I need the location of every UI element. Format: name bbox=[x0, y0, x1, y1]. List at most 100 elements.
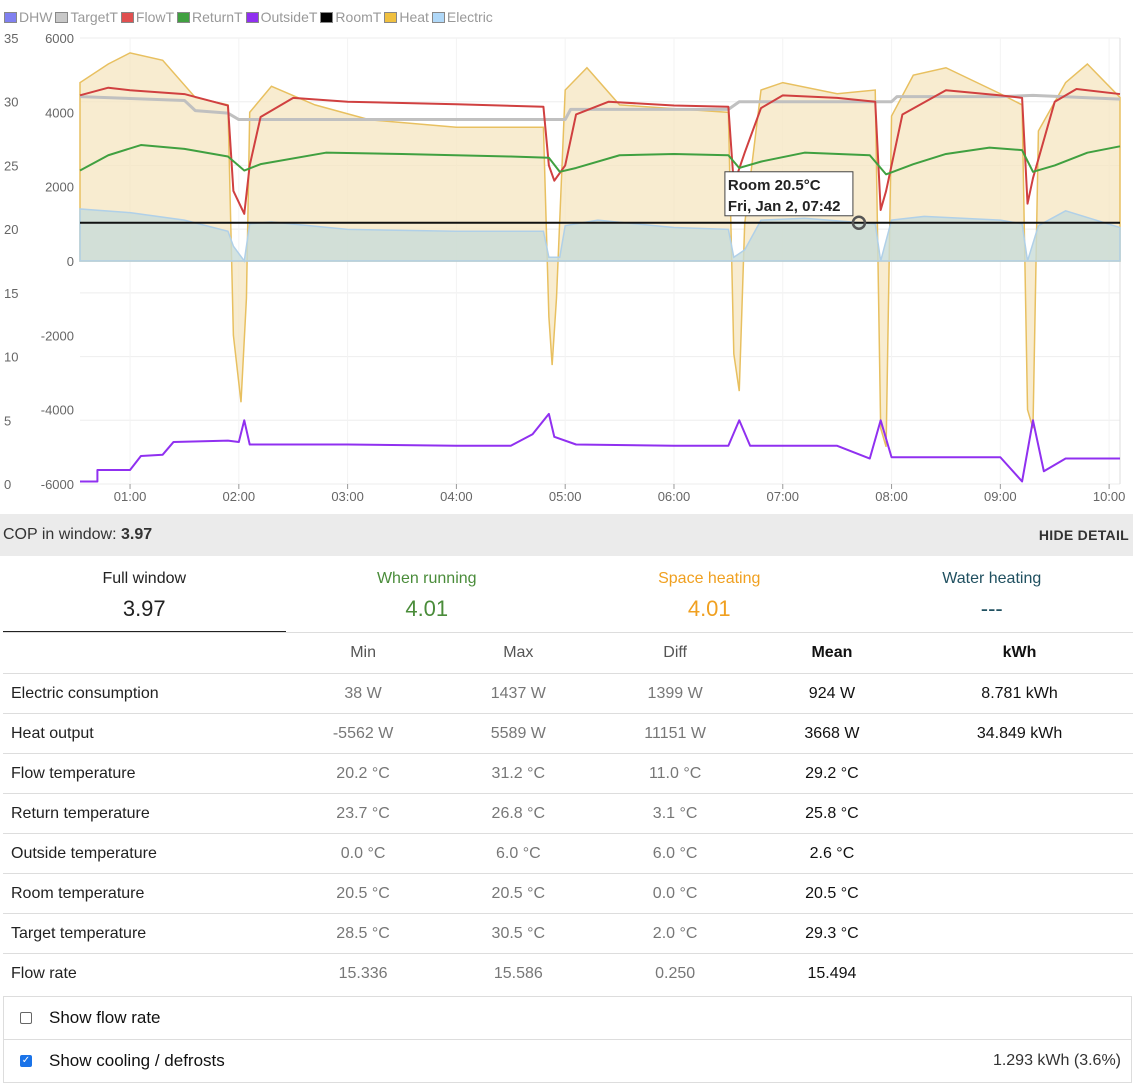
cell-name: Target temperature bbox=[3, 914, 282, 954]
cell-max: 5589 W bbox=[444, 714, 592, 754]
x-tick-label: 08:00 bbox=[875, 489, 908, 504]
hide-detail-button[interactable]: HIDE DETAIL bbox=[1035, 527, 1133, 543]
right-tick-label: -6000 bbox=[41, 477, 74, 492]
cop-summary-bar: COP in window: 3.97 HIDE DETAIL bbox=[0, 514, 1133, 556]
legend-item-outsidet[interactable]: OutsideT bbox=[246, 9, 318, 25]
heatpump-chart[interactable]: 353025201510506000400020000-2000-4000-60… bbox=[0, 0, 1133, 512]
cell-mean: 20.5 °C bbox=[758, 874, 906, 914]
cell-max: 20.5 °C bbox=[444, 874, 592, 914]
cell-name: Heat output bbox=[3, 714, 282, 754]
cell-diff: 11151 W bbox=[592, 714, 757, 754]
cell-mean: 2.6 °C bbox=[758, 834, 906, 874]
legend-label: Heat bbox=[399, 9, 429, 25]
stats-header-mean: Mean bbox=[758, 633, 906, 674]
legend-item-flowt[interactable]: FlowT bbox=[121, 9, 174, 25]
left-tick-label: 20 bbox=[4, 222, 18, 237]
show-flow-rate-label: Show flow rate bbox=[49, 1008, 161, 1028]
legend-item-roomt[interactable]: RoomT bbox=[320, 9, 381, 25]
left-tick-label: 15 bbox=[4, 286, 18, 301]
legend-label: RoomT bbox=[335, 9, 381, 25]
cell-mean: 29.3 °C bbox=[758, 914, 906, 954]
cell-name: Outside temperature bbox=[3, 834, 282, 874]
cell-min: 28.5 °C bbox=[282, 914, 444, 954]
legend-item-dhw[interactable]: DHW bbox=[4, 9, 52, 25]
cell-kwh bbox=[906, 954, 1133, 994]
cooling-energy-value: 1.293 kWh (3.6%) bbox=[993, 1052, 1121, 1070]
cop-label: COP in window: 3.97 bbox=[0, 526, 152, 544]
right-tick-label: 2000 bbox=[45, 180, 74, 195]
legend-item-electric[interactable]: Electric bbox=[432, 9, 493, 25]
x-tick-label: 01:00 bbox=[114, 489, 147, 504]
cop-tab-value: --- bbox=[851, 596, 1133, 622]
show-flow-rate-option[interactable]: Show flow rate bbox=[4, 997, 1131, 1039]
show-cooling-checkbox[interactable]: ✓ bbox=[20, 1055, 32, 1067]
x-tick-label: 10:00 bbox=[1093, 489, 1126, 504]
cell-name: Electric consumption bbox=[3, 674, 282, 714]
x-tick-label: 02:00 bbox=[223, 489, 256, 504]
cop-tab-value: 3.97 bbox=[3, 596, 286, 622]
cell-max: 26.8 °C bbox=[444, 794, 592, 834]
cell-max: 30.5 °C bbox=[444, 914, 592, 954]
cop-label-text: COP in window: bbox=[3, 526, 117, 543]
legend-swatch bbox=[384, 12, 397, 23]
legend-swatch bbox=[4, 12, 17, 23]
x-tick-label: 09:00 bbox=[984, 489, 1017, 504]
cell-min: -5562 W bbox=[282, 714, 444, 754]
cell-kwh: 8.781 kWh bbox=[906, 674, 1133, 714]
right-tick-label: -2000 bbox=[41, 328, 74, 343]
series-line-outsidet bbox=[80, 414, 1120, 482]
cell-kwh bbox=[906, 914, 1133, 954]
cell-mean: 924 W bbox=[758, 674, 906, 714]
legend-item-heat[interactable]: Heat bbox=[384, 9, 429, 25]
x-tick-label: 03:00 bbox=[331, 489, 364, 504]
cell-min: 38 W bbox=[282, 674, 444, 714]
cop-value: 3.97 bbox=[121, 526, 152, 543]
legend-label: DHW bbox=[19, 9, 52, 25]
cell-max: 31.2 °C bbox=[444, 754, 592, 794]
x-tick-label: 04:00 bbox=[440, 489, 473, 504]
x-tick-label: 05:00 bbox=[549, 489, 582, 504]
cell-max: 6.0 °C bbox=[444, 834, 592, 874]
cell-diff: 0.0 °C bbox=[592, 874, 757, 914]
right-tick-label: 0 bbox=[67, 254, 74, 269]
cell-mean: 29.2 °C bbox=[758, 754, 906, 794]
stats-header-max: Max bbox=[444, 633, 592, 674]
cell-mean: 25.8 °C bbox=[758, 794, 906, 834]
stats-header-min: Min bbox=[282, 633, 444, 674]
stats-header-kwh: kWh bbox=[906, 633, 1133, 674]
cell-mean: 3668 W bbox=[758, 714, 906, 754]
stats-header-name bbox=[3, 633, 282, 674]
show-cooling-option[interactable]: ✓ Show cooling / defrosts 1.293 kWh (3.6… bbox=[4, 1039, 1131, 1082]
cell-kwh bbox=[906, 794, 1133, 834]
cell-max: 1437 W bbox=[444, 674, 592, 714]
cell-diff: 6.0 °C bbox=[592, 834, 757, 874]
legend-item-targett[interactable]: TargetT bbox=[55, 9, 117, 25]
show-flow-rate-checkbox[interactable] bbox=[20, 1012, 32, 1024]
cell-name: Flow rate bbox=[3, 954, 282, 994]
cell-name: Flow temperature bbox=[3, 754, 282, 794]
left-tick-label: 0 bbox=[4, 477, 11, 492]
legend-swatch bbox=[121, 12, 134, 23]
legend-item-returnt[interactable]: ReturnT bbox=[177, 9, 243, 25]
legend-swatch bbox=[320, 12, 333, 23]
cell-kwh bbox=[906, 754, 1133, 794]
legend-label: ReturnT bbox=[192, 9, 243, 25]
stats-header-diff: Diff bbox=[592, 633, 757, 674]
legend-swatch bbox=[177, 12, 190, 23]
cop-tab-water-heating[interactable]: Water heating--- bbox=[851, 558, 1133, 632]
cell-mean: 15.494 bbox=[758, 954, 906, 994]
legend-swatch bbox=[55, 12, 68, 23]
right-tick-label: -4000 bbox=[41, 403, 74, 418]
legend-label: FlowT bbox=[136, 9, 174, 25]
cell-diff: 2.0 °C bbox=[592, 914, 757, 954]
